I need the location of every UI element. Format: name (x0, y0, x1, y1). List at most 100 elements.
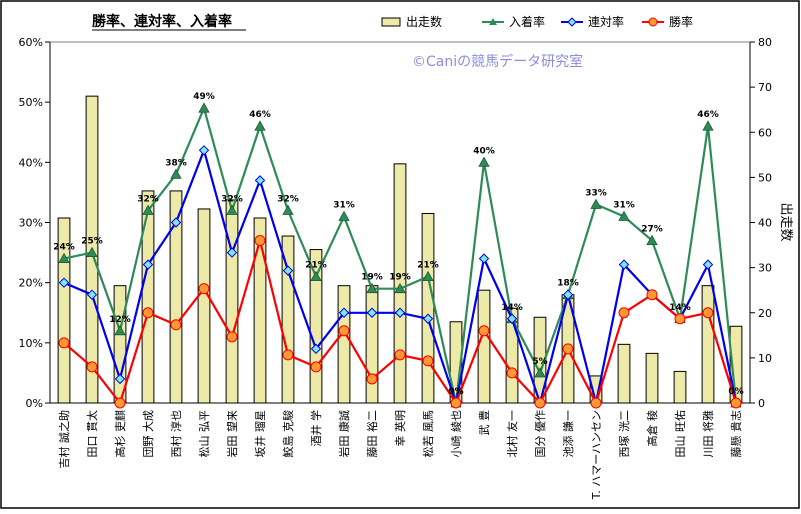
point-連対率 (702, 259, 714, 270)
x-tick-label: 武 豊 (478, 410, 491, 436)
x-tick-label: 岩田 望来 (225, 410, 239, 458)
x-tick-label: 酒井 学 (309, 410, 323, 447)
point-入着率 (170, 168, 182, 179)
point-勝率 (338, 325, 350, 337)
point-入着率 (394, 282, 406, 294)
point-勝率 (58, 337, 70, 349)
point-連対率 (618, 259, 630, 270)
legend-marker-入着率 (489, 18, 497, 25)
point-勝率 (394, 349, 406, 361)
right-axis-tick-label: 30 (758, 262, 772, 275)
bar-出走数 (309, 249, 323, 404)
point-入着率 (254, 120, 266, 131)
chart-title: 勝率、連対率、入着率 (92, 13, 232, 30)
x-tick-label: 西村 淳也 (169, 410, 183, 458)
point-勝率 (506, 367, 518, 379)
point-連対率 (114, 373, 126, 385)
point-連対率 (170, 217, 182, 228)
point-入着率 (86, 246, 98, 257)
data-label-入着率: 32% (221, 194, 243, 204)
right-axis-tick-label: 20 (758, 307, 772, 320)
left-axis-tick-label: 10% (19, 337, 43, 350)
left-axis-tick-label: 30% (19, 217, 43, 230)
data-label-入着率: 31% (333, 200, 355, 210)
x-tick-label: 藤懸 貴志 (729, 410, 743, 458)
legend-label-連対率: 連対率 (588, 14, 624, 29)
bar-出走数 (169, 190, 183, 404)
point-連対率 (282, 265, 294, 276)
bar-出走数 (701, 285, 715, 404)
right-axis-label: 出走数 (778, 202, 793, 241)
point-入着率 (422, 270, 434, 282)
legend: 出走数 入着率 連対率 勝率 (381, 14, 693, 29)
point-入着率 (338, 210, 350, 221)
point-勝率 (478, 325, 490, 337)
point-連対率 (506, 313, 518, 324)
right-axis-tick-label: 0 (758, 397, 765, 410)
data-label-入着率: 5% (532, 357, 547, 367)
data-label-入着率: 21% (417, 261, 439, 271)
x-tick-label: 田山 旺佑 (673, 410, 687, 458)
x-tick-label: 北村 友一 (505, 410, 519, 458)
point-連対率 (198, 145, 210, 156)
legend-swatch-出走数 (381, 17, 401, 27)
right-axis-tick-label: 80 (758, 36, 772, 49)
right-axis-tick-label: 10 (758, 352, 772, 365)
data-label-入着率: 38% (165, 158, 187, 168)
point-連対率 (478, 253, 490, 264)
x-tick-label: 幸 英明 (393, 410, 407, 447)
left-axis-tick-label: 50% (19, 96, 43, 109)
data-label-入着率: 12% (109, 315, 131, 325)
point-勝率 (114, 397, 126, 409)
bar-出走数 (365, 285, 379, 404)
data-label-入着率: 24% (53, 243, 75, 253)
legend-label-出走数: 出走数 (406, 14, 442, 29)
x-tick-label: 松山 弘平 (197, 410, 211, 458)
right-axis-tick-label: 50 (758, 171, 772, 184)
bar-出走数 (141, 190, 155, 404)
x-tick-label: 高杉 吏麒 (113, 410, 127, 458)
point-連対率 (86, 289, 98, 300)
point-入着率 (198, 102, 210, 113)
x-tick-label: 松若 風馬 (421, 410, 435, 458)
lines (58, 102, 742, 409)
point-勝率 (534, 397, 546, 409)
point-勝率 (170, 319, 182, 331)
x-tick-label: 岩田 康誠 (337, 410, 351, 458)
bar-出走数 (337, 285, 351, 404)
point-勝率 (590, 397, 602, 409)
data-label-入着率: 46% (249, 110, 271, 120)
data-label-入着率: 14% (669, 303, 691, 313)
legend-marker-連対率 (567, 17, 577, 27)
legend-label-勝率: 勝率 (669, 14, 693, 29)
point-勝率 (730, 397, 742, 409)
bar-出走数 (57, 217, 71, 404)
point-勝率 (646, 289, 658, 301)
data-label-入着率: 31% (613, 200, 635, 210)
point-勝率 (618, 307, 630, 319)
x-tick-label: 坂井 瑠星 (253, 410, 267, 458)
point-勝率 (310, 361, 322, 373)
point-入着率 (58, 252, 70, 263)
point-勝率 (674, 313, 686, 325)
point-入着率 (478, 156, 490, 167)
point-勝率 (254, 235, 266, 247)
bar-出走数 (645, 352, 659, 404)
bar-出走数 (421, 212, 435, 404)
point-入着率 (114, 324, 126, 336)
data-label-入着率: 46% (697, 110, 719, 120)
x-tick-label: 高倉 稜 (645, 410, 659, 447)
right-axis-tick-label: 70 (758, 81, 772, 94)
point-入着率 (590, 198, 602, 209)
point-勝率 (226, 331, 238, 343)
data-label-入着率: 49% (193, 92, 215, 102)
point-入着率 (534, 367, 546, 378)
point-連対率 (58, 277, 70, 288)
x-tick-label: 鮫島 克駿 (281, 410, 295, 458)
bar-出走数 (253, 217, 267, 404)
point-入着率 (282, 204, 294, 215)
point-勝率 (702, 307, 714, 319)
x-tick-label: 小崎 綾也 (449, 410, 463, 458)
x-tick-label: 国分 優作 (534, 410, 547, 458)
data-label-入着率: 33% (585, 188, 607, 198)
